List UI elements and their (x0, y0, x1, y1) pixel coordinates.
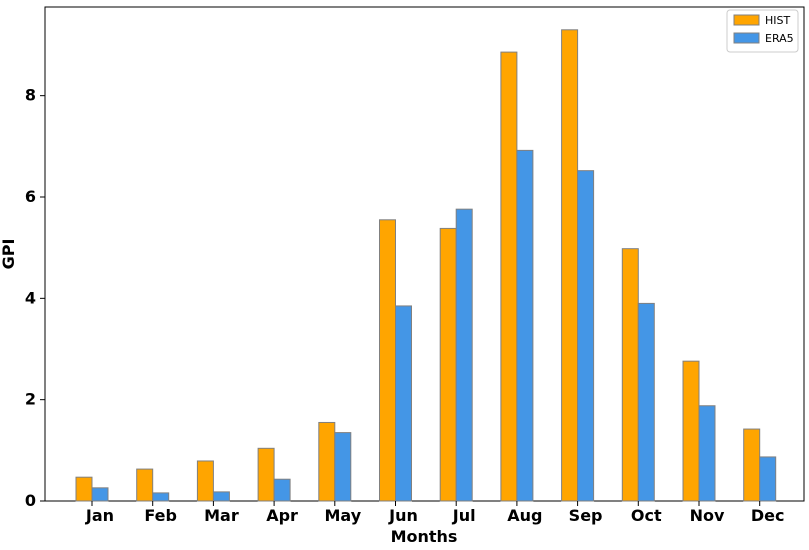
bar-hist-aug (500, 51, 518, 502)
x-tick-label-oct: Oct (631, 506, 662, 525)
x-tick-label-mar: Mar (204, 506, 239, 525)
x-tick-label-feb: Feb (144, 506, 177, 525)
bar-era5-dec (759, 456, 777, 502)
legend-label-hist: HIST (765, 14, 790, 27)
y-tick-label: 2 (25, 390, 36, 409)
legend-swatch-hist (733, 14, 760, 26)
bar-hist-nov (682, 360, 700, 502)
x-tick-label-sep: Sep (569, 506, 603, 525)
bar-era5-sep (577, 170, 595, 502)
x-tick-label-dec: Dec (751, 506, 785, 525)
x-tick-label-aug: Aug (507, 506, 542, 525)
bar-hist-apr (257, 447, 275, 502)
bar-hist-jun (379, 219, 396, 502)
bar-hist-dec (743, 428, 761, 502)
legend-swatch-era5 (733, 32, 760, 44)
x-tick-label-jan: Jan (85, 506, 114, 525)
bar-era5-jul (455, 208, 473, 502)
bar-hist-mar (196, 460, 214, 502)
x-axis: Jan Feb Mar Apr May Jun Jul Aug Sep Oct Nov Dec (85, 501, 785, 525)
x-tick-label-may: May (324, 506, 361, 525)
plot-area (44, 6, 805, 502)
bar-era5-nov (698, 405, 716, 502)
x-tick-label-apr: Apr (266, 506, 298, 525)
y-tick-label: 8 (25, 86, 36, 105)
bar-hist-oct (621, 248, 639, 502)
bar-era5-feb (152, 492, 170, 502)
legend: HIST ERA5 (726, 9, 799, 53)
y-tick-label: 4 (25, 288, 36, 307)
y-axis-label: GPI (0, 239, 18, 270)
bars-layer (75, 29, 777, 502)
bar-era5-apr (273, 478, 291, 502)
bar-hist-jul (439, 227, 457, 502)
y-axis: 0 2 4 6 8 (25, 86, 45, 510)
bar-era5-oct (637, 302, 655, 502)
bar-hist-jan (75, 476, 93, 502)
x-axis-label: Months (391, 527, 458, 546)
bar-era5-may (334, 432, 352, 502)
x-tick-label-jun: Jun (388, 506, 418, 525)
y-tick-label: 6 (25, 187, 36, 206)
bar-hist-may (318, 421, 336, 502)
x-tick-label-jul: Jul (452, 506, 476, 525)
legend-label-era5: ERA5 (765, 32, 794, 45)
bar-era5-jan (91, 487, 109, 502)
y-tick-label: 0 (25, 491, 36, 510)
bar-era5-jun (395, 305, 412, 502)
bar-era5-mar (212, 491, 230, 502)
bar-era5-aug (516, 149, 534, 502)
x-tick-label-nov: Nov (690, 506, 725, 525)
bar-hist-sep (561, 29, 579, 502)
bar-hist-feb (136, 468, 154, 502)
